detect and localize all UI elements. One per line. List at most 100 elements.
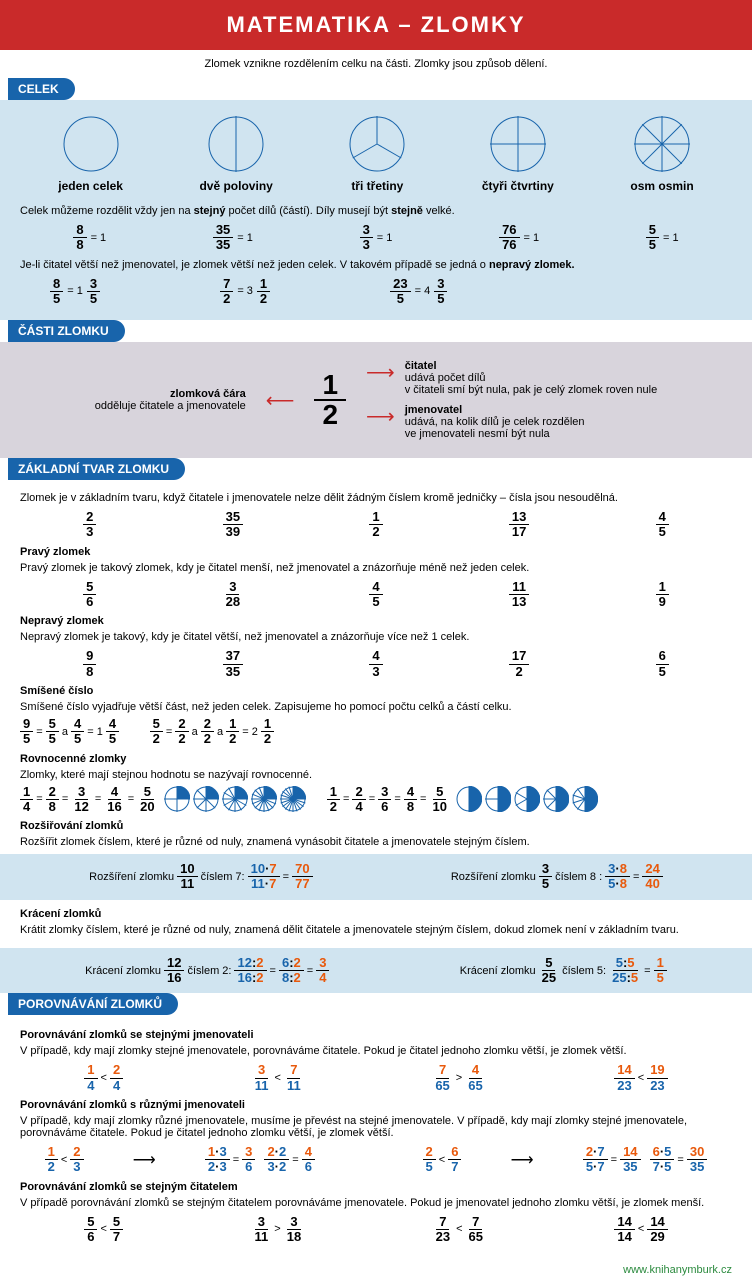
porov-t3: V případě porovnávání zlomků se stejným …: [20, 1197, 732, 1209]
frac-eq: 33= 1: [360, 223, 393, 253]
porov-t2: V případě, kdy mají zlomky různé jmenova…: [20, 1115, 732, 1139]
frac-eq: 3535= 1: [213, 223, 253, 253]
casti-body: zlomková čára odděluje čitatele a jmenov…: [0, 342, 752, 458]
porov-row1: 14 < 24 311 < 711 765 > 465 1423 < 1923: [20, 1063, 732, 1093]
big-fraction: 1 2: [314, 371, 346, 429]
jmenovatel-line2: ve jmenovateli nesmí být nula: [405, 428, 585, 440]
z-row3: 98 3735 43 172 65: [20, 649, 732, 679]
z-row1: 23353912131745: [20, 510, 732, 540]
jmenovatel-label: jmenovatel: [405, 404, 585, 416]
zlomkova-cara-label: zlomková čára: [95, 388, 246, 400]
z-row2: 56 328 45 1113 19: [20, 580, 732, 610]
mini-circles-quarter: [164, 786, 306, 812]
big-num: 1: [314, 371, 346, 401]
fraction: 65: [656, 649, 669, 679]
fraction: 3539: [223, 510, 243, 540]
arrow-right-icon: ⟶: [366, 360, 395, 385]
fraction: 1113: [509, 580, 529, 610]
kraceni-label3: Krácení zlomku: [460, 965, 536, 977]
arrow-right-icon: ⟶: [366, 404, 395, 429]
celek-line1: Celek můžeme rozdělit vždy jen na stejný…: [20, 205, 732, 217]
porov-body: Porovnávání zlomků se stejnými jmenovate…: [0, 1015, 752, 1258]
circle-item: čtyři čtvrtiny: [482, 116, 554, 193]
rozsir-label2: číslem 7:: [201, 871, 245, 883]
rozsir-text: Rozšířit zlomek číslem, které je různé o…: [20, 836, 732, 848]
circle-item: osm osmin: [630, 116, 693, 193]
frac-eq: 7676= 1: [499, 223, 539, 253]
zakladni-line1: Zlomek je v základním tvaru, když čitate…: [20, 492, 732, 504]
fraction: 3735: [223, 649, 243, 679]
citatel-line1: udává počet dílů: [405, 372, 658, 384]
page-title: MATEMATIKA – ZLOMKY: [0, 0, 752, 50]
rozsir-label4: číslem 8 :: [555, 871, 602, 883]
smisene-heading: Smíšené číslo: [20, 685, 732, 697]
citatel-label: čitatel: [405, 360, 658, 372]
fraction: 172: [509, 649, 529, 679]
frac-eq: 88= 1: [73, 223, 106, 253]
celek-line2: Je-li čitatel větší než jmenovatel, je z…: [20, 259, 732, 271]
casti-left: zlomková čára odděluje čitatele a jmenov…: [95, 388, 246, 412]
kraceni-label2: číslem 2:: [187, 965, 231, 977]
fraction: 43: [369, 649, 382, 679]
kraceni-label4: číslem 5:: [562, 965, 606, 977]
fraction: 45: [369, 580, 382, 610]
section-zakladni: ZÁKLADNÍ TVAR ZLOMKU Zlomek je v základn…: [0, 458, 752, 993]
mixed-eq: 85= 135: [50, 277, 100, 307]
nepravy-text: Nepravý zlomek je takový, kdy je čitatel…: [20, 631, 732, 643]
fraction: 328: [223, 580, 243, 610]
rovnocenne-examples: 14=28=312=416=520 12=24=36=48=510: [20, 785, 732, 815]
fraction: 23: [83, 510, 96, 540]
jmenovatel-line1: udává, na kolik dílů je celek rozdělen: [405, 416, 585, 428]
page: MATEMATIKA – ZLOMKY Zlomek vznikne rozdě…: [0, 0, 752, 1282]
rozsir-label3: Rozšíření zlomku: [451, 871, 536, 883]
mixed-eq: 72= 312: [220, 277, 270, 307]
frac-eq: 55= 1: [646, 223, 679, 253]
casti-right: ⟶ čitatel udává počet dílů v čitateli sm…: [366, 360, 657, 440]
fraction: 1317: [509, 510, 529, 540]
tab-celek: CELEK: [8, 78, 75, 100]
porov-row3: 56 < 57 311 > 318 723 < 765 1414 < 1429: [20, 1215, 732, 1245]
zlomkova-cara-sub: odděluje čitatele a jmenovatele: [95, 400, 246, 412]
fraction: 12: [369, 510, 382, 540]
fraction: 56: [83, 580, 96, 610]
tab-porov: POROVNÁVÁNÍ ZLOMKŮ: [8, 993, 178, 1015]
porov-h2: Porovnávání zlomků s různými jmenovateli: [20, 1099, 732, 1111]
smisene-text: Smíšené číslo vyjadřuje větší část, než …: [20, 701, 732, 713]
smisene-examples: 95 = 55 a 45 = 145 52 = 22 a 22 a 12 = 2…: [20, 717, 732, 747]
rozsir-examples: Rozšíření zlomku 1011 číslem 7: 10·711·7…: [0, 854, 752, 900]
kraceni-heading: Krácení zlomků: [20, 908, 732, 920]
mixed-row: 85= 13572= 312235= 435: [20, 277, 732, 307]
rozsir-heading: Rozšiřování zlomků: [20, 820, 732, 832]
tab-casti: ČÁSTI ZLOMKU: [8, 320, 125, 342]
rovnocenne-text: Zlomky, které mají stejnou hodnotu se na…: [20, 769, 732, 781]
kraceni-label1: Krácení zlomku: [85, 965, 161, 977]
fraction: 98: [83, 649, 96, 679]
big-den: 2: [319, 401, 341, 429]
celek-body: jeden celekdvě polovinytři třetinyčtyři …: [0, 100, 752, 320]
mini-circles-half: [456, 786, 598, 812]
kraceni-block: Krácení zlomků Krátit zlomky číslem, kte…: [0, 900, 752, 948]
section-porov: POROVNÁVÁNÍ ZLOMKŮ Porovnávání zlomků se…: [0, 993, 752, 1258]
nepravy-heading: Nepravý zlomek: [20, 615, 732, 627]
pravy-text: Pravý zlomek je takový zlomek, kdy je či…: [20, 562, 732, 574]
footer-url: www.knihanymburk.cz: [0, 1258, 752, 1282]
citatel-line2: v čitateli smí být nula, pak je celý zlo…: [405, 384, 658, 396]
subtitle: Zlomek vznikne rozdělením celku na části…: [0, 50, 752, 78]
circle-item: tři třetiny: [349, 116, 405, 193]
circles-row: jeden celekdvě polovinytři třetinyčtyři …: [20, 108, 732, 201]
porov-row2: 12 < 23 ⟶ 1·32·3=36 2·23·2=46 25 < 67 ⟶ …: [20, 1145, 732, 1175]
porov-t1: V případě, kdy mají zlomky stejné jmenov…: [20, 1045, 732, 1057]
circle-item: dvě poloviny: [199, 116, 272, 193]
kraceni-examples: Krácení zlomku 1216 číslem 2: 12:216:2 =…: [0, 948, 752, 994]
equals-row: 88= 1 3535= 1 33= 1 7676= 1 55= 1: [20, 223, 732, 253]
arrow-left-icon: ⟵: [266, 388, 295, 413]
porov-h3: Porovnávání zlomků se stejným čitatelem: [20, 1181, 732, 1193]
rozsir-label1: Rozšíření zlomku: [89, 871, 174, 883]
pravy-heading: Pravý zlomek: [20, 546, 732, 558]
section-celek: CELEK jeden celekdvě polovinytři třetiny…: [0, 78, 752, 320]
kraceni-text: Krátit zlomky číslem, které je různé od …: [20, 924, 732, 936]
zakladni-body: Zlomek je v základním tvaru, když čitate…: [0, 480, 752, 854]
porov-h1: Porovnávání zlomků se stejnými jmenovate…: [20, 1029, 732, 1041]
tab-zakladni: ZÁKLADNÍ TVAR ZLOMKU: [8, 458, 185, 480]
fraction: 19: [656, 580, 669, 610]
